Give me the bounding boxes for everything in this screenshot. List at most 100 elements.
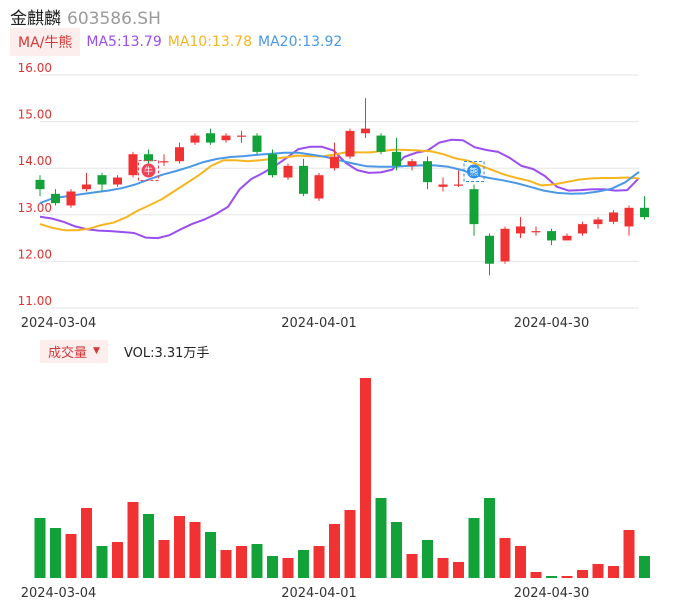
candle	[485, 233, 494, 276]
date-tick-label: 2024-04-01	[281, 586, 357, 601]
candle	[330, 142, 339, 171]
candle	[206, 128, 215, 145]
candle	[268, 149, 277, 178]
candle-body	[97, 175, 107, 185]
candle	[438, 177, 448, 192]
stock-name: 金麒麟	[10, 9, 61, 29]
candle	[237, 130, 246, 143]
volume-bar	[329, 524, 340, 578]
price-grid: 16.00 15.00 14.00 13.00 12.00 11.00	[18, 61, 639, 309]
volume-bar	[236, 546, 247, 578]
volume-bar	[65, 534, 77, 578]
candle-body	[609, 212, 618, 222]
candle-body	[128, 154, 138, 176]
volume-bar	[158, 540, 170, 578]
ma-toggle-button[interactable]: MA/牛熊	[10, 28, 81, 56]
volume-bar	[50, 528, 61, 578]
candle-body	[547, 231, 556, 241]
candle-body	[299, 165, 308, 194]
ma-legend: MA/牛熊 MA5:13.79 MA10:13.78 MA20:13.92	[10, 28, 343, 56]
candle-body	[640, 207, 649, 218]
candle-body	[252, 135, 262, 152]
candle	[469, 184, 479, 236]
candle	[51, 189, 60, 206]
date-tick-label: 2024-04-30	[514, 316, 590, 331]
candle-body	[113, 177, 122, 185]
candle-body	[562, 235, 572, 241]
candle	[345, 128, 355, 159]
volume-bar	[96, 546, 108, 578]
candle-body	[392, 151, 401, 166]
candle-body	[190, 135, 200, 143]
volume-bar	[499, 538, 511, 578]
candle-body	[175, 147, 184, 162]
x-axis-labels: 2024-03-04 2024-03-04 2024-04-01 2024-04-01…	[21, 316, 590, 601]
ma20-line	[39, 151, 640, 205]
ma5-legend: MA5:13.79	[86, 34, 162, 50]
candle-body	[361, 128, 370, 134]
candle-body	[454, 184, 463, 186]
volume-bars	[34, 378, 650, 578]
candle	[159, 154, 169, 166]
date-tick-label: 2024-03-04	[21, 316, 97, 331]
volume-bar	[143, 514, 154, 578]
candle-body	[423, 161, 432, 183]
price-tick-label: 13.00	[18, 201, 52, 215]
volume-bar	[546, 576, 557, 578]
volume-bar	[81, 508, 92, 578]
volume-bar	[34, 518, 46, 578]
candle	[175, 142, 184, 164]
candle	[299, 158, 308, 197]
candle	[578, 221, 587, 236]
volume-legend: 成交量 ▼ VOL:3.31万手	[40, 339, 210, 363]
candle	[531, 226, 541, 236]
candle-body	[485, 235, 494, 264]
date-tick-label: 2024-03-04	[21, 586, 97, 601]
candle	[562, 233, 572, 241]
price-tick-label: 16.00	[18, 61, 52, 75]
volume-bar	[313, 546, 325, 578]
candle	[35, 175, 45, 197]
volume-bar	[391, 522, 402, 578]
bear-marker-text: 熊	[469, 166, 478, 178]
candle	[376, 133, 386, 155]
ma10-line	[39, 148, 640, 232]
bear-marker-badge	[467, 164, 481, 179]
candle-body	[66, 191, 76, 206]
ma10-legend: MA10:13.78	[167, 34, 253, 50]
volume-bar	[112, 542, 123, 578]
volume-bar	[515, 546, 526, 578]
volume-bar	[608, 566, 619, 578]
candle-body	[82, 184, 91, 190]
volume-bar	[484, 498, 495, 578]
volume-bar	[468, 518, 480, 578]
bear-marker: 熊	[463, 160, 485, 182]
bull-marker-frame	[138, 160, 159, 182]
candle-body	[35, 179, 45, 190]
candle	[82, 172, 91, 192]
candle	[361, 98, 370, 138]
candle	[500, 226, 510, 264]
volume-bar	[282, 558, 294, 578]
candle	[283, 163, 293, 180]
candle	[113, 175, 122, 187]
candle	[392, 137, 401, 171]
caret-down-icon: ▼	[93, 346, 100, 356]
ma20-legend: MA20:13.92	[258, 34, 343, 50]
candle-body	[624, 207, 634, 227]
volume-bar	[360, 378, 371, 578]
ma-lines	[39, 138, 640, 240]
volume-value: VOL:3.31万手	[123, 345, 210, 361]
candle	[407, 158, 417, 171]
candle-body	[237, 135, 246, 137]
candle	[593, 217, 603, 229]
price-tick-label: 11.00	[18, 294, 52, 308]
price-tick-label: 15.00	[18, 108, 52, 122]
candle	[609, 210, 618, 225]
volume-bar	[639, 556, 650, 578]
candle-body	[516, 226, 525, 234]
candle-body	[376, 135, 386, 152]
volume-bar	[375, 498, 387, 578]
volume-toggle-button[interactable]: 成交量 ▼	[40, 339, 108, 363]
